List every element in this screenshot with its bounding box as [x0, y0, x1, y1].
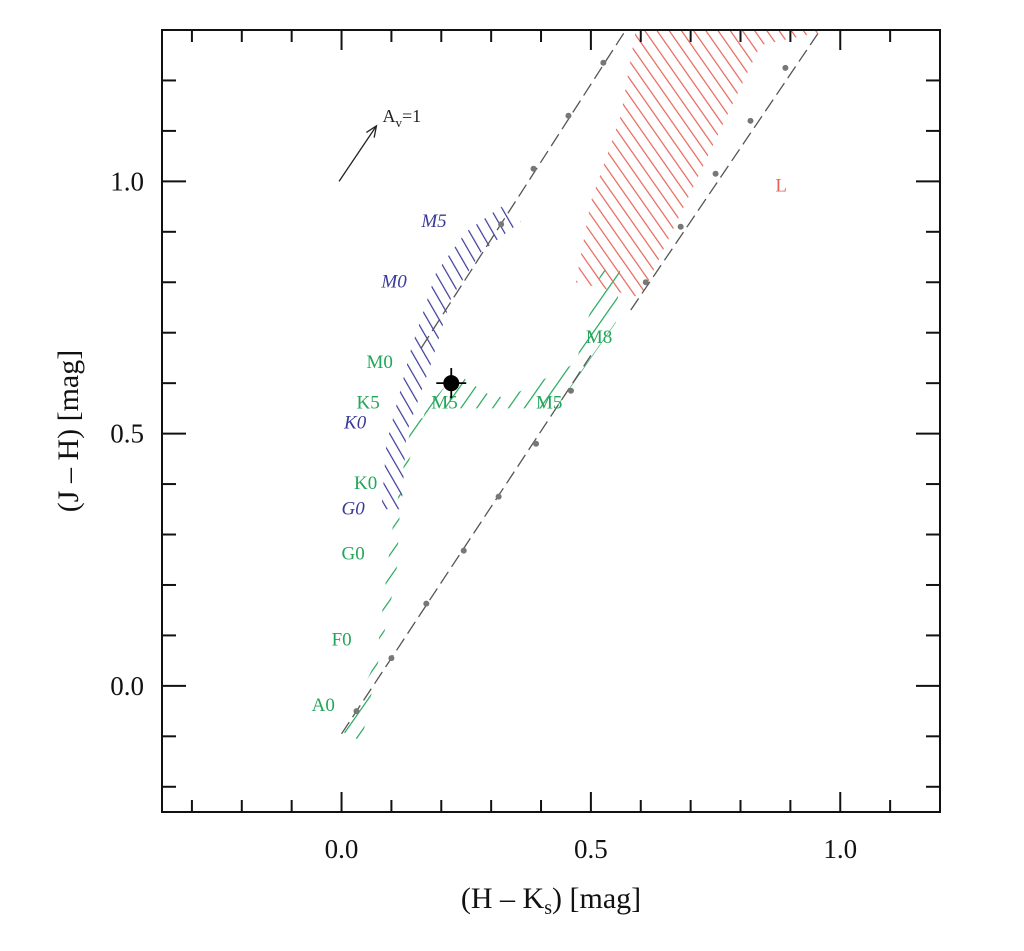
regions-layer	[341, 30, 831, 742]
reddening-dot	[423, 600, 430, 607]
sequence-label: L	[775, 175, 787, 196]
reddening-line	[420, 29, 627, 349]
ticks-layer: 0.0 0.5 1.0 0.0 0.5 1.0	[110, 29, 941, 864]
sequence-label: M0	[366, 352, 392, 373]
reddening-line	[340, 355, 592, 735]
sequence-label: M5	[420, 211, 446, 232]
region-dwarfs	[341, 262, 621, 742]
x-tick-label: 0.0	[325, 834, 359, 864]
reddening-dot	[642, 279, 649, 286]
sequence-label: F0	[332, 630, 352, 651]
sequence-label: G0	[342, 544, 365, 565]
y-tick-label: 1.0	[110, 166, 144, 196]
y-tick-label: 0.5	[110, 419, 144, 449]
reddening-dot	[782, 64, 789, 71]
extinction-vector-head	[366, 124, 378, 138]
reddening-dot	[600, 59, 607, 66]
reddening-dot	[712, 170, 719, 177]
extinction-vector-label: Av=1	[382, 106, 421, 130]
x-axis-title-sub: s	[544, 897, 552, 919]
region-brown-dwarfs	[575, 30, 831, 298]
data-point	[443, 375, 460, 392]
sequence-label: M8	[586, 327, 612, 348]
reddening-layer	[340, 29, 821, 735]
sequence-label: K5	[357, 392, 380, 413]
sequence-label: A0	[312, 695, 335, 716]
reddening-dot	[353, 708, 360, 715]
reddening-dot	[747, 117, 754, 124]
sequence-label: K0	[354, 473, 377, 494]
reddening-dot	[565, 112, 572, 119]
x-axis-title-tail: ) [mag]	[552, 882, 641, 915]
reddening-dot	[567, 387, 574, 394]
sequence-label: M5	[536, 392, 562, 413]
region-giants	[381, 206, 522, 510]
reddening-dot	[533, 440, 540, 447]
reddening-dot	[498, 221, 505, 228]
x-tick-label: 0.5	[574, 834, 608, 864]
sequence-label: K0	[343, 413, 367, 434]
reddening-line	[630, 29, 821, 311]
y-axis-title: (J – H) [mag]	[52, 350, 85, 512]
sequence-label: G0	[342, 498, 366, 519]
plot-frame	[161, 29, 941, 813]
x-axis-title: (H – Ks) [mag]	[461, 882, 641, 919]
x-tick-label: 1.0	[823, 834, 857, 864]
y-tick-label: 0.0	[110, 671, 144, 701]
reddening-dot	[495, 493, 502, 500]
sequence-label: M5	[431, 392, 457, 413]
extinction-vector	[338, 125, 377, 182]
sequence-label: M0	[380, 271, 407, 292]
reddening-dot	[530, 165, 537, 172]
vector-layer: Av=1	[338, 106, 421, 182]
reddening-dot	[677, 223, 684, 230]
point-layer	[436, 368, 467, 399]
reddening-dot	[388, 655, 395, 662]
reddening-dot	[460, 547, 467, 554]
